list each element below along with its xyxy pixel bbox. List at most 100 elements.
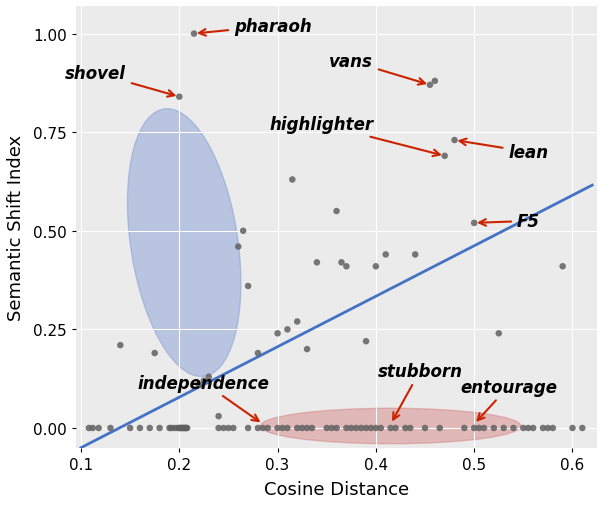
Point [155,424,164,432]
Point [391,424,400,432]
Point [182,424,192,432]
Point [273,424,283,432]
Point [371,424,381,432]
Point [167,424,176,432]
Point [347,424,356,432]
Point [425,82,435,90]
Point [548,424,557,432]
Text: independence: independence [138,374,270,421]
Point [106,424,115,432]
Point [543,424,553,432]
Text: stubborn: stubborn [378,362,463,420]
Point [233,243,243,251]
Point [489,424,499,432]
Point [253,349,263,358]
Point [175,93,184,102]
Point [440,153,449,161]
Point [178,424,188,432]
Point [332,208,341,216]
Point [263,424,272,432]
Text: highlighter: highlighter [270,116,440,157]
Point [381,251,391,259]
Point [243,424,253,432]
Text: F5: F5 [480,213,540,230]
Point [181,424,191,432]
Point [420,424,430,432]
Point [283,326,292,334]
Point [204,373,214,381]
Point [175,424,185,432]
Point [558,263,568,271]
Point [460,424,469,432]
Point [410,251,420,259]
Point [469,424,479,432]
Point [479,424,489,432]
Point [361,424,371,432]
Text: lean: lean [460,139,548,162]
Point [94,424,103,432]
Point [352,424,361,432]
Point [312,259,322,267]
Text: vans: vans [329,53,425,85]
Point [332,424,341,432]
Point [239,227,248,235]
Ellipse shape [260,409,521,444]
Point [145,424,155,432]
Point [371,263,381,271]
Point [376,424,385,432]
Point [341,424,351,432]
Point [258,424,268,432]
Point [435,424,445,432]
Point [228,424,238,432]
Point [173,424,182,432]
Y-axis label: Semantic Shift Index: Semantic Shift Index [7,134,25,320]
Point [450,137,460,145]
Point [518,424,528,432]
Point [189,30,199,38]
Point [253,424,263,432]
Point [292,318,302,326]
Point [214,412,223,420]
Point [366,424,376,432]
Point [568,424,577,432]
Point [181,424,190,432]
Point [430,78,440,86]
Point [199,377,208,385]
Point [150,349,159,358]
Point [538,424,548,432]
Point [125,424,135,432]
Point [524,424,533,432]
Text: shovel: shovel [65,65,175,97]
Point [405,424,415,432]
Point [302,424,312,432]
Point [336,259,346,267]
Point [135,424,145,432]
Point [170,424,179,432]
Point [178,424,187,432]
Point [322,424,332,432]
Point [400,424,410,432]
Point [179,424,189,432]
Point [194,381,204,389]
Point [327,424,336,432]
Point [88,424,98,432]
Point [84,424,94,432]
Point [278,424,288,432]
Point [214,424,223,432]
Point [292,424,302,432]
X-axis label: Cosine Distance: Cosine Distance [264,480,409,498]
Text: entourage: entourage [460,378,557,421]
Point [509,424,518,432]
Point [175,424,184,432]
Point [302,345,312,353]
Point [297,424,307,432]
Point [356,424,366,432]
Point [273,330,283,338]
Text: pharaoh: pharaoh [199,18,312,37]
Point [223,424,233,432]
Point [115,341,125,349]
Point [341,263,351,271]
Ellipse shape [127,110,241,377]
Point [474,424,484,432]
Point [219,424,228,432]
